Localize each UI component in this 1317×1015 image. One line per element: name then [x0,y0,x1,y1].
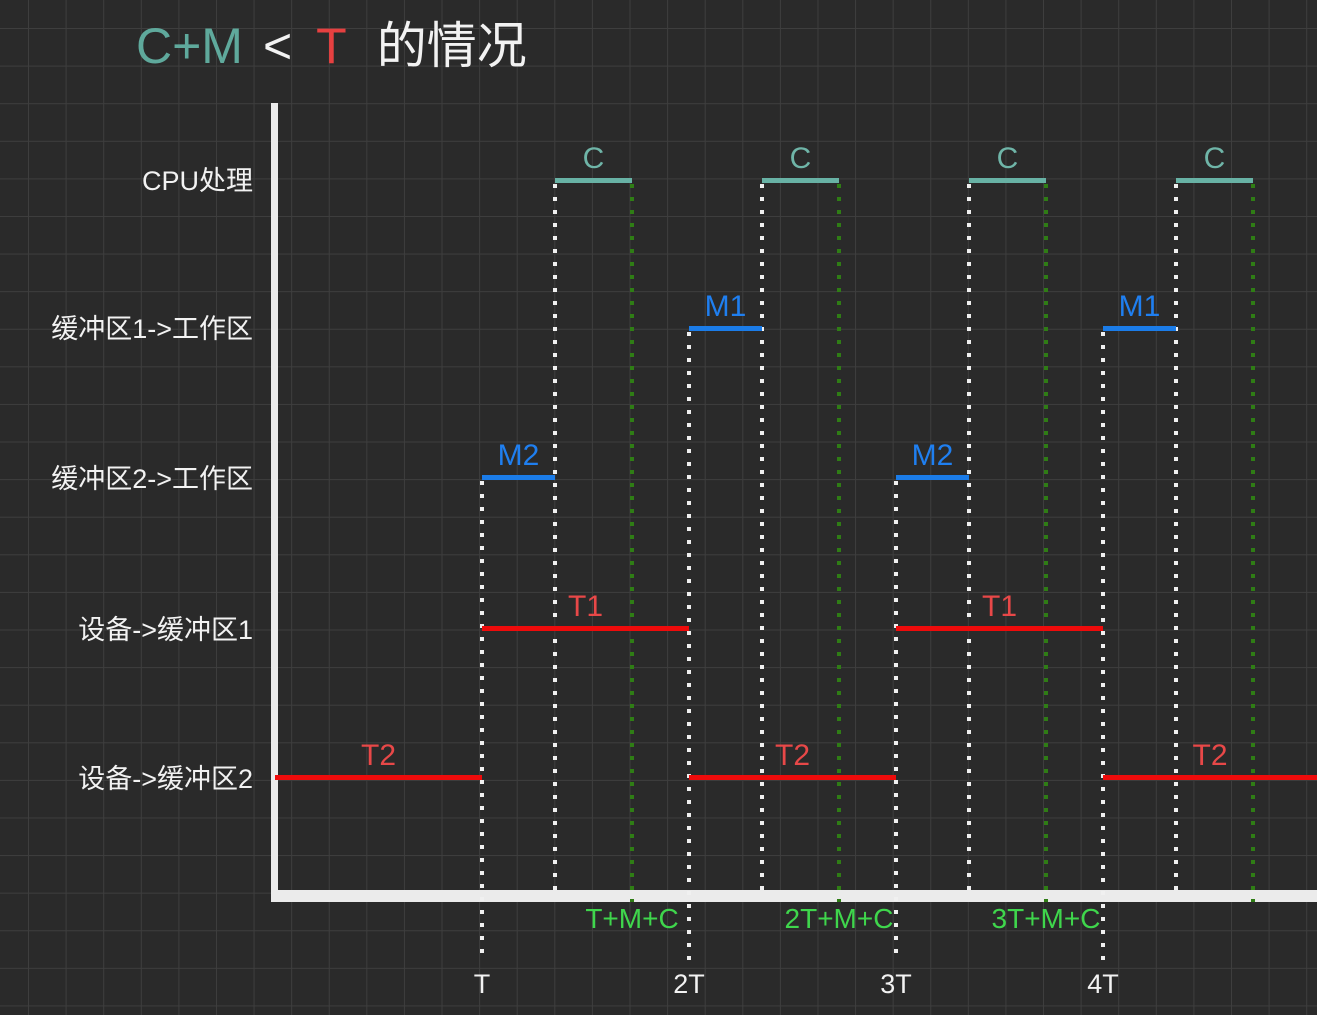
x-tick-label-T: T [473,969,491,999]
segment-label-T1: T1 [981,590,1018,623]
row-label-dev1: 设备->缓冲区1 [78,615,253,645]
segment-label-T2: T2 [774,739,811,772]
axis-y [271,103,278,902]
segment-label-T2: T2 [1192,739,1228,772]
x-tick-label-3T: 3T [880,969,912,999]
guide-line-green-T+M+C [630,184,634,902]
segment-bar-T2 [275,775,482,780]
segment-label-M1: M1 [704,290,747,323]
guide-line-white-4T [1101,332,1105,960]
segment-bar-M1 [689,326,762,331]
segment-label-M2: M2 [497,439,540,472]
title-less-than: < [262,18,293,74]
row-label-buf2: 缓冲区2->工作区 [51,464,253,494]
title-t-term: T [316,18,347,74]
title-suffix: 的情况 [376,18,527,74]
segment-bar-T2 [1103,775,1317,780]
x-annotation-T+M+C: T+M+C [585,903,679,934]
segment-bar-C [1176,178,1253,183]
segment-bar-M2 [482,475,555,480]
guide-line-white-3T [894,481,898,960]
x-tick-label-2T: 2T [673,969,705,999]
segment-label-C: C [789,142,812,175]
guide-line-green-3T+M+C [1044,184,1048,902]
guide-line-white-T+M [553,184,557,892]
segment-label-T1: T1 [567,590,604,623]
row-label-dev2: 设备->缓冲区2 [78,764,253,794]
segment-bar-T2 [689,775,896,780]
axis-x [271,890,1317,902]
x-annotation-3T+M+C: 3T+M+C [991,903,1101,934]
segment-label-C: C [1203,142,1226,175]
page-title: C+M < T 的情况 [136,18,527,76]
x-annotation-2T+M+C: 2T+M+C [784,903,894,934]
guide-line-green-2T+M+C [837,184,841,902]
segment-bar-T1 [482,626,689,631]
segment-label-C: C [996,142,1019,175]
segment-label-T2: T2 [360,739,397,772]
segment-label-C: C [582,142,605,175]
guide-line-green-4T+M+C [1251,184,1255,902]
guide-line-white-3T+M [967,184,971,892]
guide-line-white-T [480,481,484,960]
segment-bar-T1 [896,626,1103,631]
segment-label-M1: M1 [1118,290,1161,323]
guide-line-white-2T [687,332,691,960]
segment-bar-C [555,178,632,183]
segment-bar-C [762,178,839,183]
title-cm-term: C+M [136,18,243,74]
guide-line-white-4T+M [1174,184,1178,892]
x-tick-label-4T: 4T [1087,969,1119,999]
segment-bar-M2 [896,475,969,480]
segment-bar-C [969,178,1046,183]
guide-line-white-2T+M [760,184,764,892]
segment-bar-M1 [1103,326,1176,331]
row-label-buf1: 缓冲区1->工作区 [51,314,253,344]
row-label-cpu: CPU处理 [141,166,253,196]
segment-label-M2: M2 [911,439,954,472]
